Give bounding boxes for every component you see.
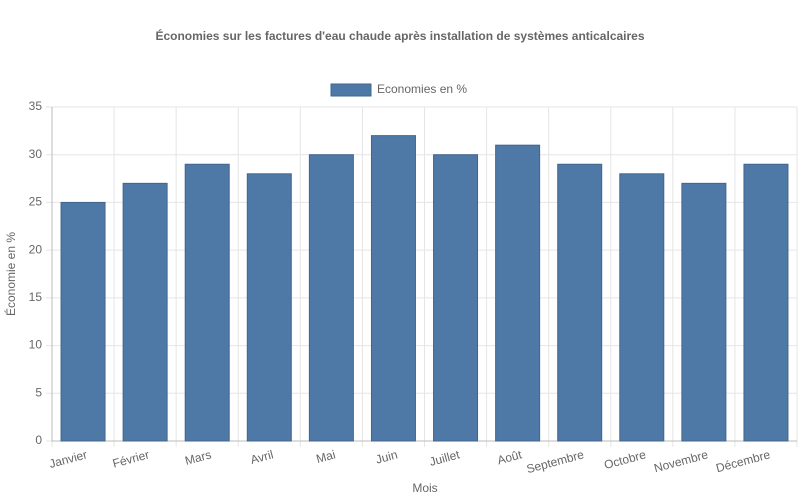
x-tick-label: Août [496,447,524,467]
bar [370,135,416,442]
y-tick-label: 20 [29,242,43,256]
bar [184,163,230,442]
bar [308,154,354,442]
bar [246,173,292,442]
x-tick-label: Octobre [603,447,648,472]
bar [433,154,479,442]
y-tick-label: 15 [29,290,43,304]
x-tick-label: Juin [374,447,399,466]
x-tick-label: Février [111,447,151,470]
bar [619,173,665,442]
chart-title: Économies sur les factures d'eau chaude … [155,28,644,43]
x-tick-label: Avril [249,447,275,467]
x-tick-label: Mars [183,447,212,467]
legend-label: Economies en % [377,82,467,96]
x-tick-label: Juillet [428,447,462,469]
bar [122,182,168,442]
bar [743,163,789,442]
bar [60,201,106,442]
x-tick-label: Mai [315,447,337,466]
bar [681,182,727,442]
y-tick-label: 35 [29,99,43,113]
x-tick-label: Septembre [525,447,586,476]
y-tick-label: 10 [29,338,43,352]
y-tick-label: 0 [35,433,42,447]
y-tick-label: 30 [29,147,43,161]
bar [557,163,603,442]
y-tick-label: 25 [29,195,43,209]
y-tick-label: 5 [35,385,42,399]
x-tick-label: Novembre [652,447,709,475]
x-tick-label: Décembre [714,447,771,475]
x-tick-label: Janvier [48,447,89,471]
x-axis-title: Mois [412,481,437,495]
y-axis-title: Économie en % [3,232,18,316]
legend-swatch [330,83,372,97]
bar [495,144,541,442]
